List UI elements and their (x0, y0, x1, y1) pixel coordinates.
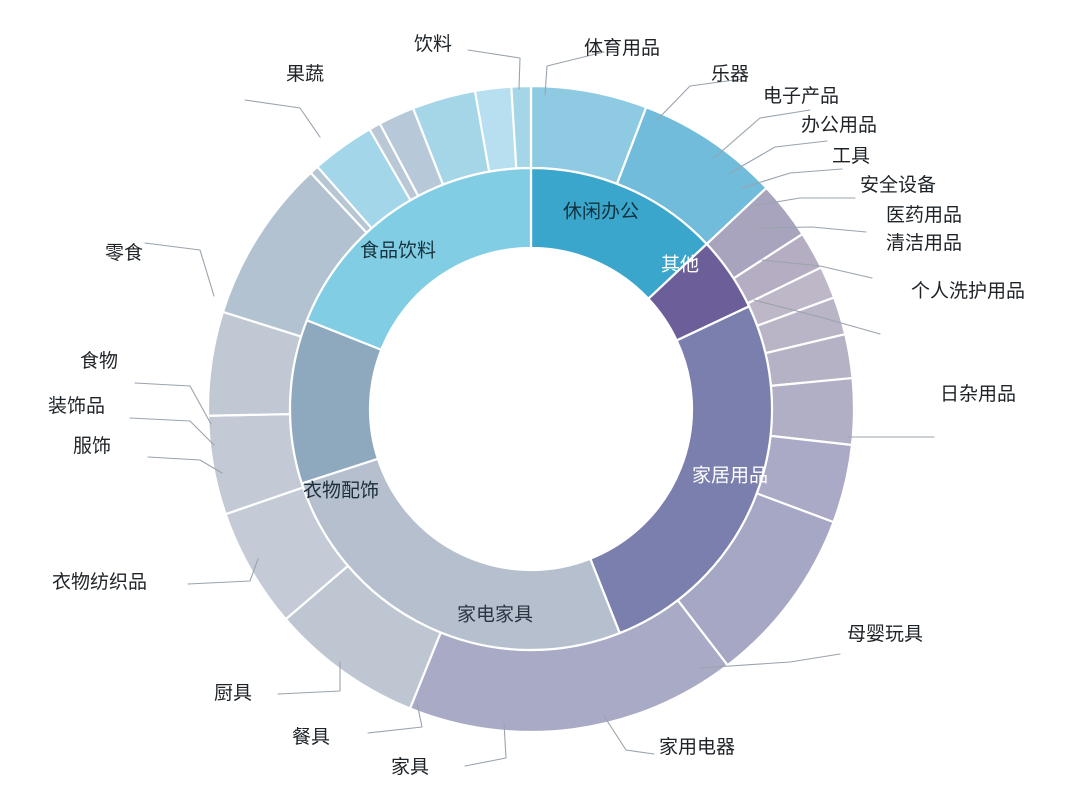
inner-label-0: 休闲办公 (562, 201, 640, 223)
outer-label-8: 个人洗护用品 (911, 281, 1026, 302)
inner-segment-2[interactable] (588, 304, 774, 635)
leader-line-14 (277, 661, 341, 695)
leader-line-4 (741, 168, 843, 189)
outer-label-15: 衣物纺织品 (52, 572, 148, 593)
outer-label-0: 体育用品 (584, 38, 661, 59)
outer-label-11: 家用电器 (659, 737, 736, 758)
outer-label-10: 母婴玩具 (847, 624, 924, 645)
leader-line-3 (729, 140, 828, 174)
inner-label-2: 家居用品 (691, 465, 769, 487)
leader-line-17 (129, 417, 215, 446)
leader-line-5 (751, 197, 856, 207)
outer-label-1: 乐器 (711, 64, 750, 85)
leader-line-19 (144, 242, 215, 297)
leader-line-12 (464, 722, 507, 767)
outer-label-3: 办公用品 (801, 115, 878, 136)
outer-label-19: 零食 (105, 243, 144, 264)
outer-label-9: 日杂用品 (940, 384, 1017, 405)
leader-line-0 (544, 51, 605, 96)
inner-ring (288, 166, 774, 652)
leader-line-7 (761, 259, 873, 279)
leader-line-6 (759, 226, 867, 233)
outer-label-7: 清洁用品 (886, 233, 963, 254)
leader-line-11 (603, 715, 655, 755)
outer-label-13: 餐具 (292, 727, 331, 748)
leader-line-16 (147, 456, 223, 474)
outer-label-4: 工具 (832, 146, 871, 167)
outer-segment-7[interactable] (769, 376, 856, 447)
leader-line-8 (753, 299, 881, 335)
leader-line-15 (187, 558, 259, 585)
outer-label-18: 食物 (80, 351, 119, 372)
leader-line-18 (134, 382, 212, 425)
outer-label-5: 安全设备 (860, 175, 937, 196)
inner-segment-5[interactable] (305, 166, 533, 352)
outer-label-20: 果蔬 (286, 64, 325, 85)
leader-line-2 (713, 109, 811, 159)
leader-line-21 (467, 49, 521, 90)
outer-label-21: 饮料 (414, 34, 453, 55)
outer-ring (206, 84, 856, 734)
outer-label-6: 医药用品 (886, 205, 963, 226)
outer-label-16: 服饰 (73, 436, 112, 457)
inner-label-5: 食品饮料 (359, 240, 437, 262)
inner-label-1: 其他 (660, 254, 700, 276)
inner-segment-3[interactable] (300, 457, 622, 652)
leader-line-1 (656, 78, 743, 121)
outer-label-12: 家具 (391, 757, 430, 778)
leader-lines (129, 49, 935, 767)
outer-label-2: 电子产品 (763, 86, 840, 107)
outer-label-14: 厨具 (214, 683, 253, 704)
inner-label-3: 家电家具 (456, 604, 534, 626)
leader-line-13 (367, 702, 423, 734)
leader-line-20 (244, 99, 321, 138)
inner-label-4: 衣物配饰 (302, 480, 380, 502)
leader-line-10 (699, 653, 841, 669)
outer-label-17: 装饰品 (48, 396, 106, 417)
